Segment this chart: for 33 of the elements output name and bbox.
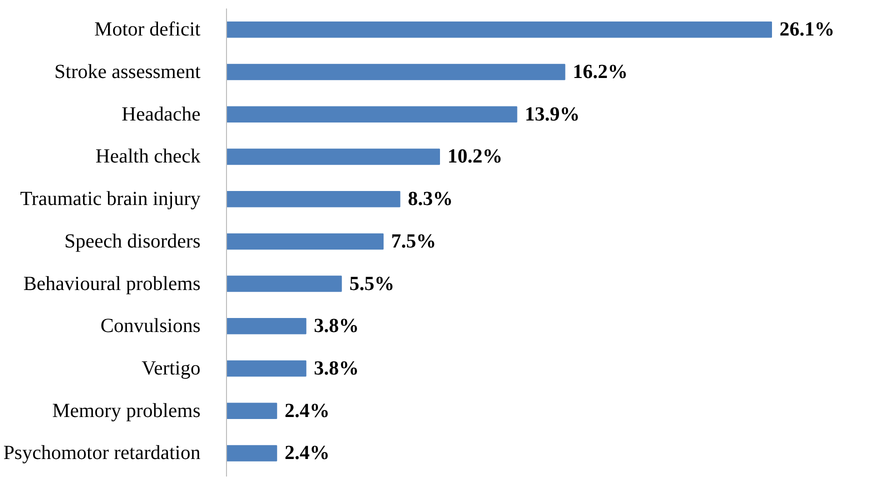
y-tick-label: Memory problems	[52, 400, 201, 422]
data-label: 2.4%	[284, 400, 330, 422]
y-tick-label: Psychomotor retardation	[3, 442, 201, 464]
y-tick-label: Headache	[122, 103, 201, 126]
bar	[226, 402, 278, 419]
y-tick-label: Traumatic brain injury	[20, 188, 200, 210]
bar	[226, 148, 440, 165]
bar	[226, 445, 278, 462]
y-tick-label: Health check	[96, 146, 201, 168]
bar	[226, 22, 772, 38]
data-label: 2.4%	[284, 442, 330, 464]
bar	[226, 106, 518, 123]
y-tick-label: Vertigo	[142, 358, 201, 380]
bar	[226, 190, 400, 208]
data-label: 13.9%	[524, 103, 580, 126]
bar	[226, 360, 306, 377]
data-label: 8.3%	[408, 188, 453, 210]
bar	[226, 64, 566, 80]
bar	[226, 276, 342, 292]
y-tick-label: Speech disorders	[64, 230, 201, 252]
data-label: 3.8%	[314, 358, 359, 380]
data-label: 7.5%	[391, 230, 436, 252]
bar	[226, 318, 306, 334]
y-tick-label: Behavioural problems	[23, 272, 201, 295]
data-label: 16.2%	[572, 61, 628, 84]
y-tick-label: Stroke assessment	[54, 61, 201, 84]
data-label: 3.8%	[314, 315, 359, 338]
data-label: 10.2%	[447, 146, 502, 168]
bar	[226, 233, 384, 250]
y-tick-label: Motor deficit	[94, 18, 201, 41]
data-label: 26.1%	[780, 18, 834, 41]
data-label: 5.5%	[349, 272, 394, 295]
y-tick-label: Convulsions	[100, 315, 201, 338]
